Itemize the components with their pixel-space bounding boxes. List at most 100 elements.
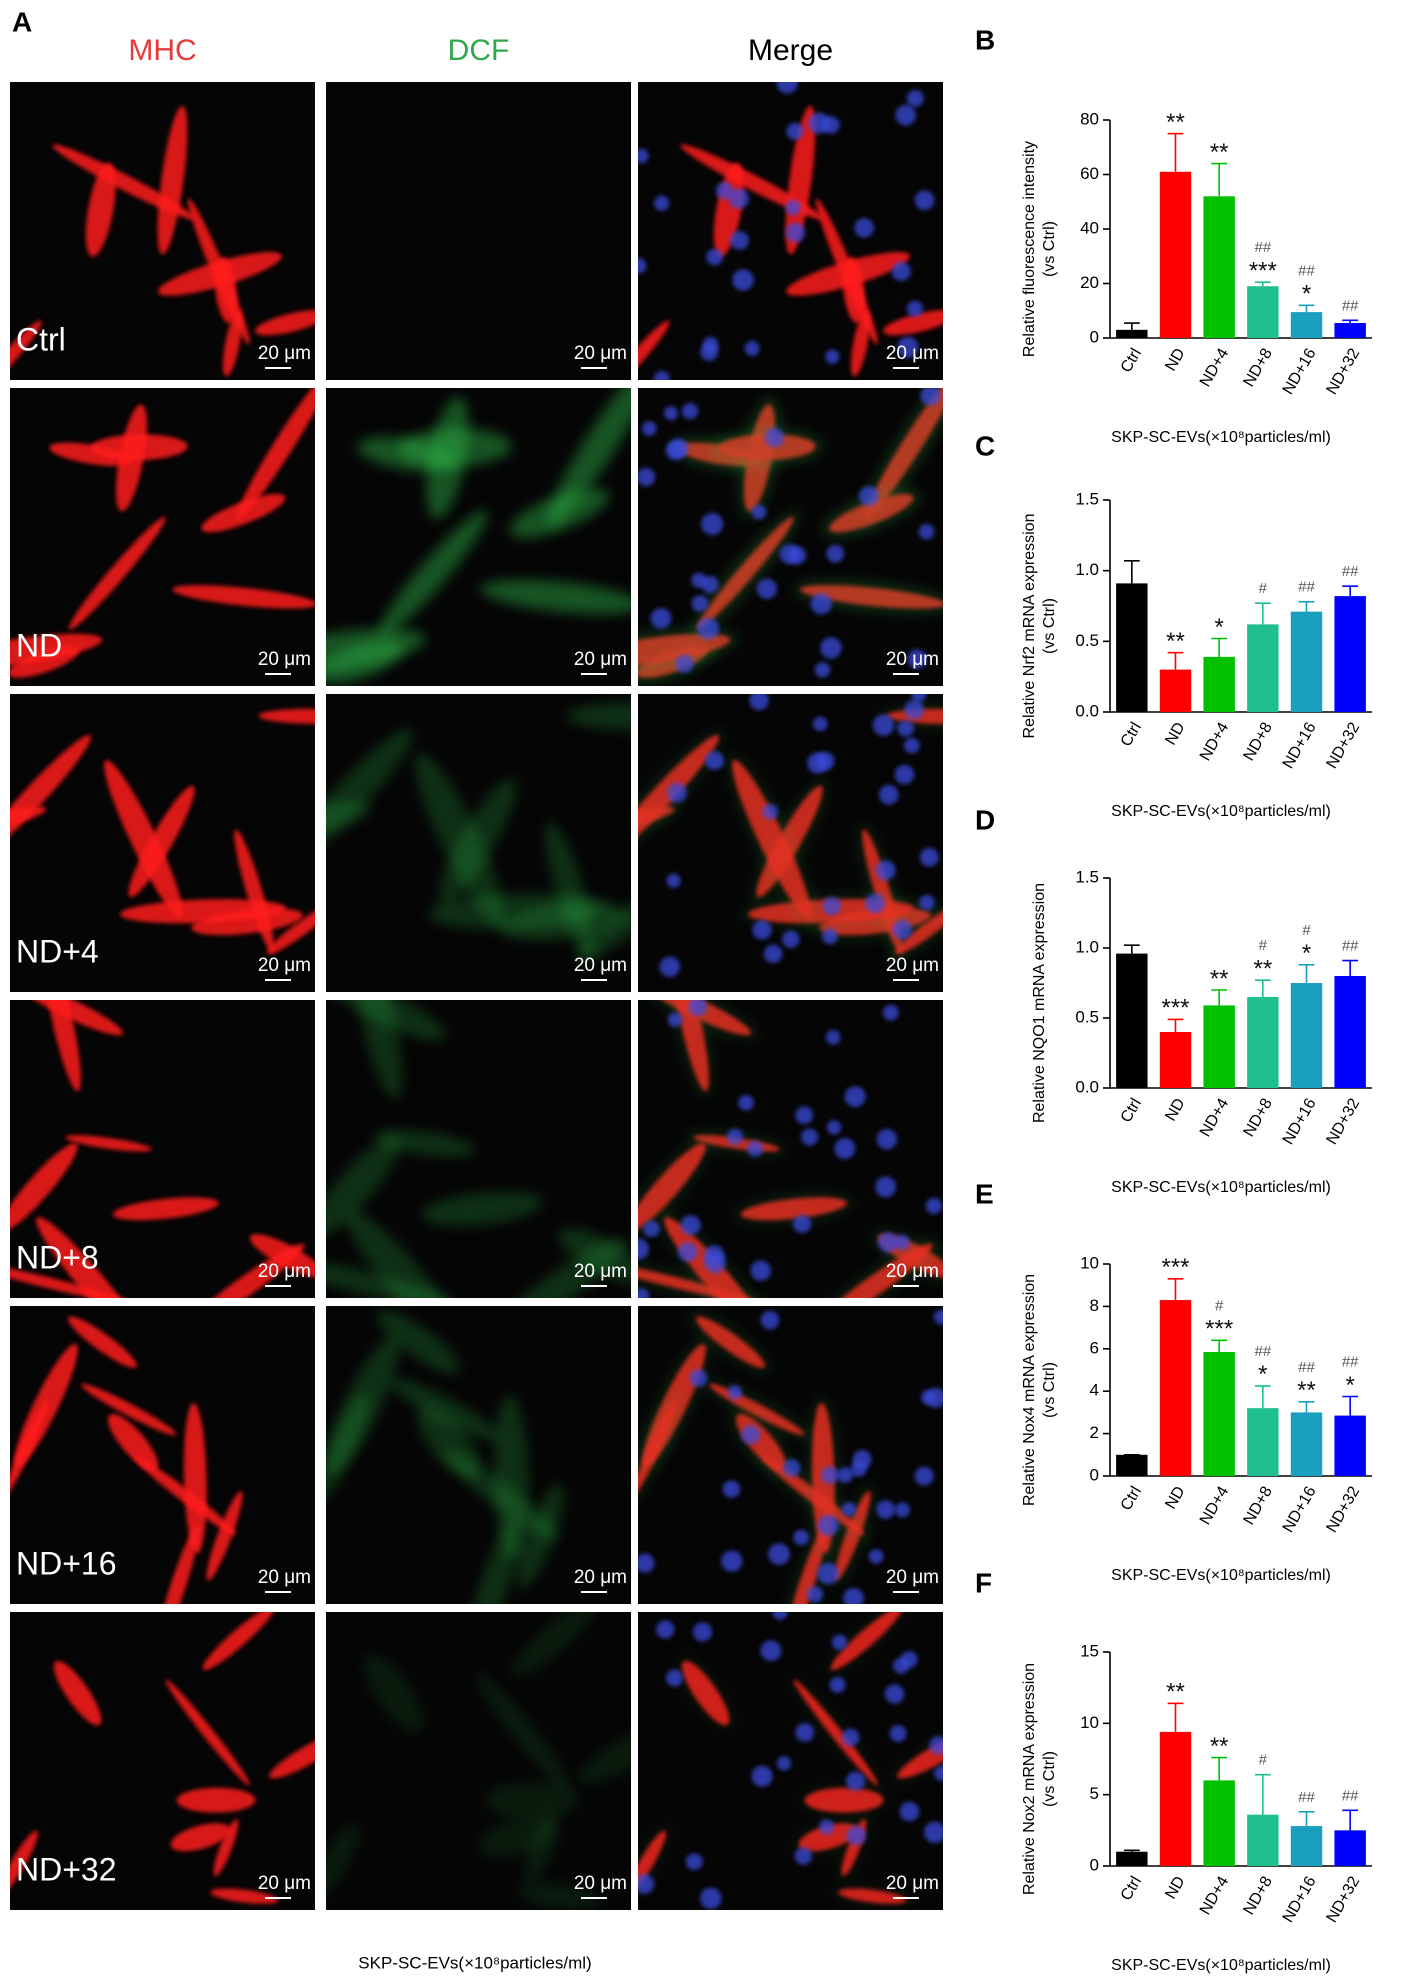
x-tick-label: ND <box>1162 1096 1188 1125</box>
y-tick-label: 0.5 <box>1075 1007 1099 1026</box>
significance-label: ## <box>1342 1787 1359 1804</box>
nucleus <box>826 1120 842 1135</box>
cell-green <box>420 1191 543 1226</box>
y-axis-label: Relative Nox2 mRNA expression <box>1021 1663 1038 1895</box>
significance-label: * <box>1302 281 1311 308</box>
nucleus <box>653 370 670 380</box>
significance-label: ** <box>1253 956 1272 983</box>
panel-letter: E <box>975 1178 994 1209</box>
bar <box>1247 1408 1279 1476</box>
cell-green <box>373 1129 476 1157</box>
nucleus <box>907 649 927 669</box>
micrograph-content <box>638 694 943 978</box>
nucleus <box>785 199 801 216</box>
significance-label: # <box>1259 937 1268 954</box>
nucleus <box>749 694 769 711</box>
scale-bar-label: 20 μm <box>258 1567 311 1588</box>
cell-red <box>165 1679 251 1786</box>
nucleus <box>846 1771 866 1791</box>
cell-red <box>234 829 275 953</box>
nucleus <box>795 1106 814 1125</box>
nucleus <box>919 847 939 867</box>
x-tick-label: ND+32 <box>1323 346 1363 398</box>
scale-bar-label: 20 μm <box>258 1261 311 1282</box>
nucleus <box>876 1128 898 1150</box>
nucleus <box>872 714 895 736</box>
nucleus <box>918 523 935 540</box>
cell-green <box>417 1407 481 1478</box>
significance-label: # <box>1259 1752 1268 1769</box>
scale-bar-label: 20 μm <box>886 343 939 364</box>
nucleus <box>722 1480 741 1498</box>
nucleus <box>706 248 723 266</box>
micrograph-content <box>638 1000 943 1298</box>
nucleus <box>891 261 911 281</box>
nucleus <box>704 1252 726 1274</box>
nucleus <box>752 920 772 940</box>
bar <box>1116 583 1148 712</box>
nucleus <box>738 1094 754 1111</box>
nucleus <box>638 1874 655 1894</box>
nucleus <box>822 896 841 916</box>
nucleus <box>638 1238 649 1260</box>
y-tick-label: 10 <box>1080 1253 1099 1272</box>
x-tick-label: ND+8 <box>1241 1874 1276 1918</box>
micrograph-content <box>638 82 943 380</box>
cell-red <box>10 1830 38 1895</box>
cell-green <box>494 1238 628 1298</box>
bar <box>1290 983 1323 1088</box>
panel-letter: F <box>975 1567 992 1598</box>
nucleus <box>705 750 725 770</box>
y-axis-label: (vs Ctrl) <box>1041 1751 1058 1807</box>
micrograph <box>638 694 943 992</box>
nucleus <box>895 104 916 126</box>
nucleus <box>889 1725 907 1743</box>
y-tick-label: 0 <box>1090 327 1099 346</box>
x-tick-label: Ctrl <box>1118 1096 1145 1126</box>
nucleus <box>650 608 672 629</box>
nucleus <box>667 782 687 803</box>
x-tick-label: ND+4 <box>1197 1096 1232 1140</box>
cell-green <box>792 579 943 614</box>
nucleus <box>925 1387 943 1408</box>
y-tick-label: 1.0 <box>1075 560 1099 579</box>
micrograph <box>326 1000 631 1298</box>
nucleus <box>837 1467 854 1483</box>
cell-red <box>201 493 286 533</box>
cell-green <box>326 1823 360 1902</box>
column-header: Merge <box>748 34 833 67</box>
bar <box>1334 976 1366 1088</box>
cell-green <box>806 1238 940 1298</box>
nucleus <box>702 336 719 353</box>
nucleus <box>786 122 804 140</box>
bar <box>1290 312 1323 338</box>
nucleus <box>865 893 886 914</box>
nucleus <box>715 181 734 200</box>
nucleus <box>794 1847 812 1865</box>
nucleus <box>678 1242 698 1262</box>
cell-green <box>326 628 427 674</box>
nucleus <box>675 654 694 673</box>
cell-green <box>638 1823 672 1902</box>
nucleus <box>656 1620 675 1639</box>
nucleus <box>897 720 914 737</box>
significance-label: * <box>1302 940 1311 967</box>
nucleus <box>903 737 920 754</box>
scale-bar-label: 20 μm <box>886 955 939 976</box>
micrograph-content <box>326 702 631 961</box>
micrograph-content <box>10 1000 315 1298</box>
nucleus <box>680 1215 701 1236</box>
nucleus <box>877 1232 899 1253</box>
cell-red <box>213 1819 239 1877</box>
nucleus <box>817 1562 839 1585</box>
nucleus <box>813 716 828 732</box>
significance-label: ## <box>1298 579 1315 596</box>
nucleus <box>732 269 754 291</box>
significance-label: * <box>1214 614 1223 641</box>
nucleus <box>914 190 935 211</box>
nucleus <box>756 578 777 599</box>
y-tick-label: 0.5 <box>1075 631 1099 650</box>
nucleus <box>760 1310 780 1330</box>
x-tick-label: ND+32 <box>1323 720 1363 772</box>
